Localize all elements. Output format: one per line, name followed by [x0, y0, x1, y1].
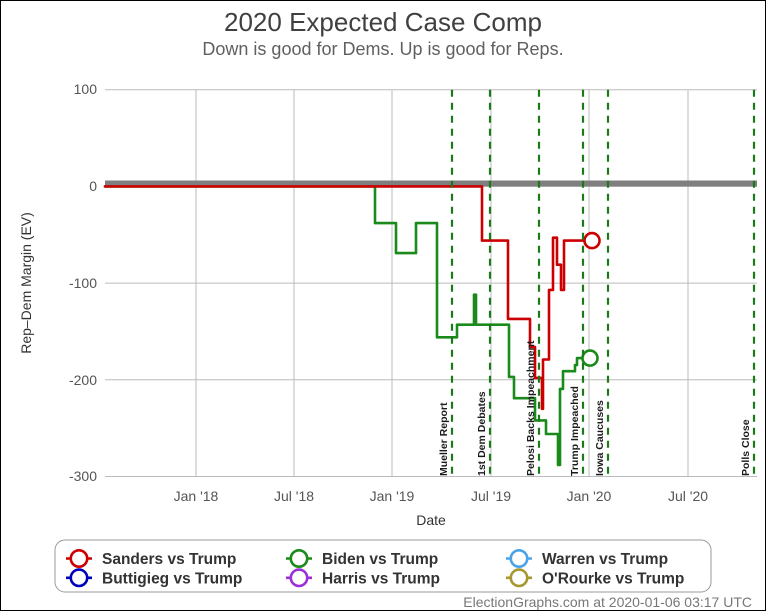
svg-text:Jul '18: Jul '18: [274, 488, 314, 504]
svg-text:-200: -200: [69, 372, 97, 388]
svg-text:Iowa Caucuses: Iowa Caucuses: [594, 400, 606, 476]
svg-text:Jan '19: Jan '19: [370, 488, 415, 504]
svg-text:Harris vs Trump: Harris vs Trump: [322, 570, 440, 587]
svg-text:Jan '20: Jan '20: [567, 488, 612, 504]
svg-text:Jul '20: Jul '20: [668, 488, 708, 504]
svg-text:ElectionGraphs.com at 2020-01-: ElectionGraphs.com at 2020-01-06 03:17 U…: [463, 594, 752, 610]
svg-text:0: 0: [89, 178, 97, 194]
svg-text:Polls Close: Polls Close: [740, 419, 752, 476]
svg-text:Date: Date: [416, 512, 446, 528]
svg-text:Mueller Report: Mueller Report: [438, 402, 450, 476]
svg-text:Buttigieg vs Trump: Buttigieg vs Trump: [102, 570, 242, 587]
svg-text:Pelosi Backs Impeachment: Pelosi Backs Impeachment: [525, 340, 537, 476]
svg-text:Sanders vs Trump: Sanders vs Trump: [102, 551, 236, 568]
svg-text:-300: -300: [69, 468, 97, 484]
svg-text:Trump Impeached: Trump Impeached: [569, 386, 581, 476]
svg-text:Warren vs Trump: Warren vs Trump: [542, 551, 668, 568]
svg-text:Jan '18: Jan '18: [174, 488, 219, 504]
svg-text:-100: -100: [69, 275, 97, 291]
svg-text:O'Rourke vs Trump: O'Rourke vs Trump: [542, 570, 684, 587]
svg-text:Rep–Dem Margin (EV): Rep–Dem Margin (EV): [18, 212, 34, 354]
svg-text:100: 100: [74, 81, 98, 97]
svg-text:Jul '19: Jul '19: [471, 488, 511, 504]
svg-text:1st Dem Debates: 1st Dem Debates: [476, 391, 488, 476]
svg-text:Biden vs Trump: Biden vs Trump: [322, 551, 438, 568]
